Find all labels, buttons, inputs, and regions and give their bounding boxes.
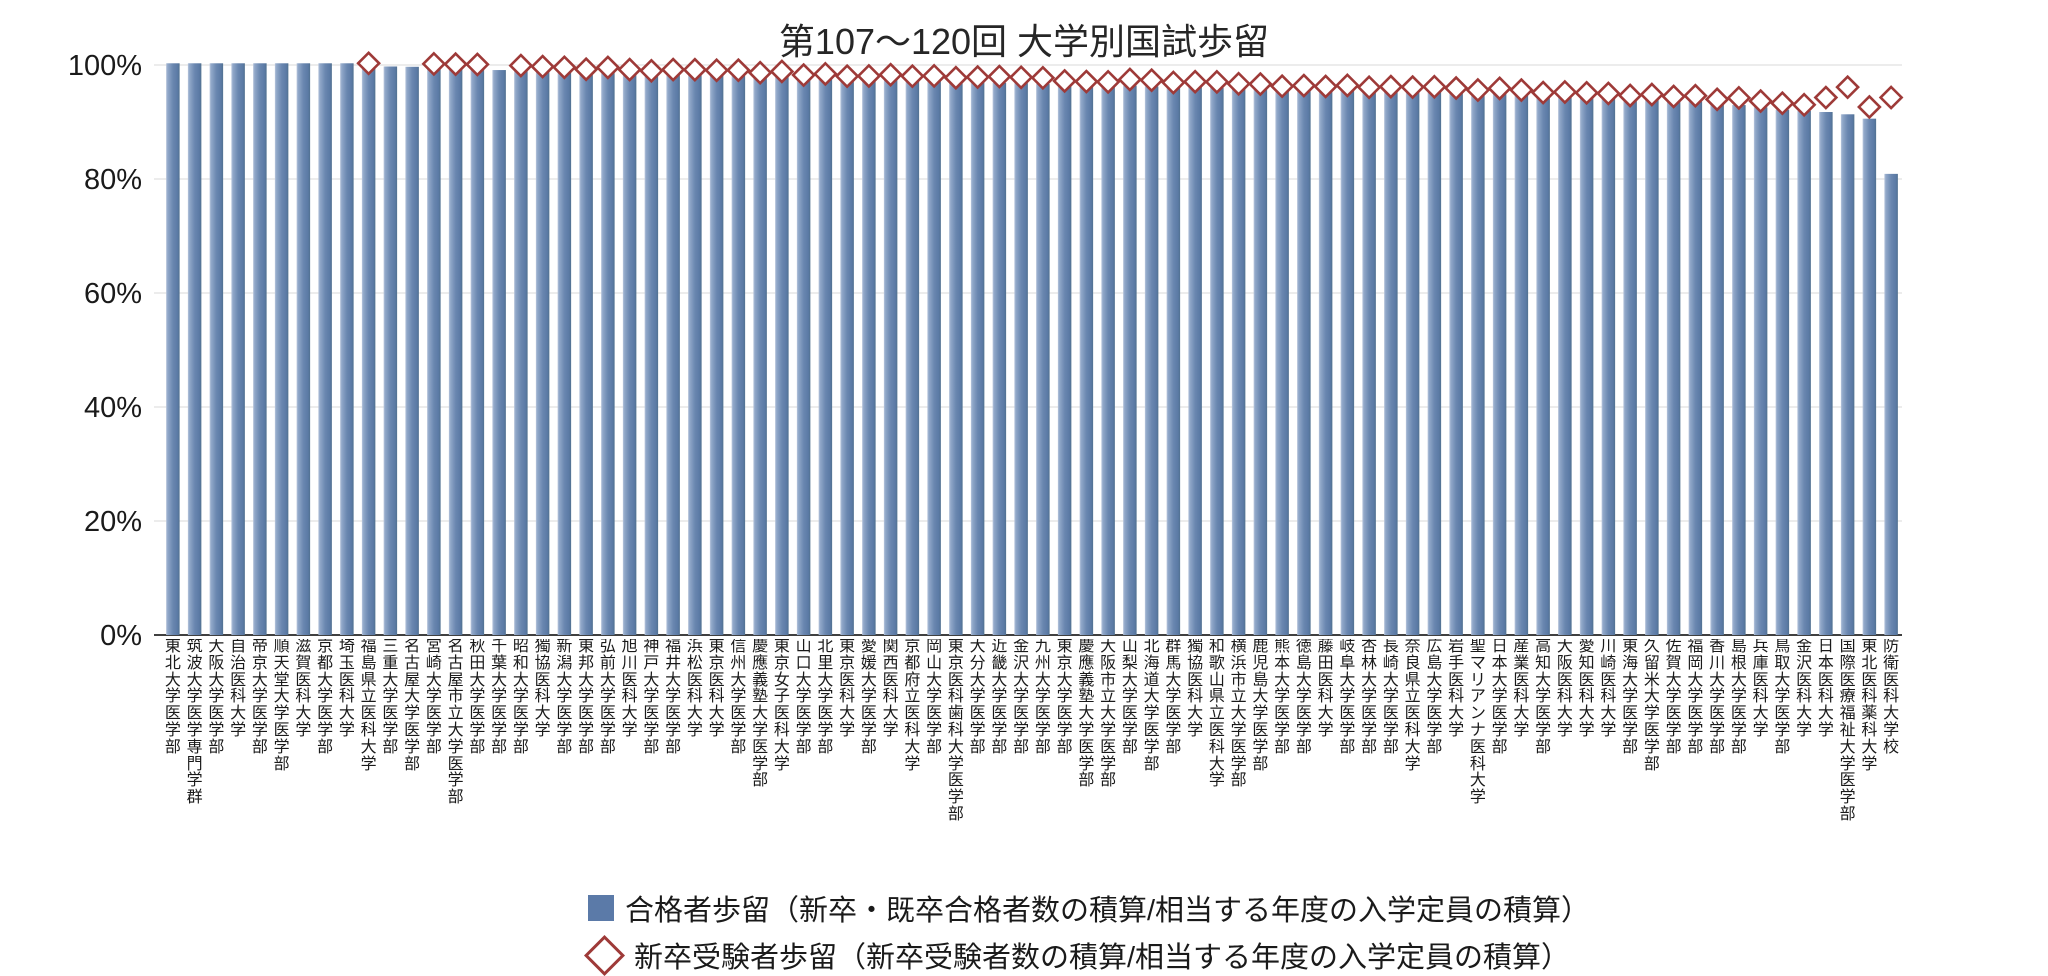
svg-text:20%: 20%: [84, 506, 142, 538]
svg-text:40%: 40%: [84, 392, 142, 424]
svg-text:60%: 60%: [84, 278, 142, 310]
svg-text:80%: 80%: [84, 164, 142, 196]
svg-text:0%: 0%: [100, 620, 142, 652]
